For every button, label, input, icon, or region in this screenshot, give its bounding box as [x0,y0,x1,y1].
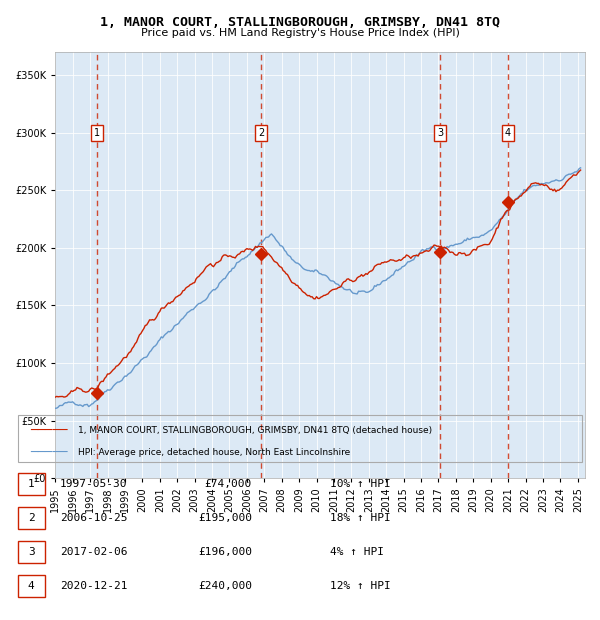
Text: 4% ↑ HPI: 4% ↑ HPI [330,547,384,557]
Text: 1: 1 [28,479,35,489]
Text: Price paid vs. HM Land Registry's House Price Index (HPI): Price paid vs. HM Land Registry's House … [140,28,460,38]
Text: 4: 4 [28,581,35,591]
Text: 2: 2 [28,513,35,523]
Text: 12% ↑ HPI: 12% ↑ HPI [330,581,391,591]
Text: ─────: ───── [30,425,67,437]
Text: 1, MANOR COURT, STALLINGBOROUGH, GRIMSBY, DN41 8TQ (detached house): 1, MANOR COURT, STALLINGBOROUGH, GRIMSBY… [78,427,432,435]
Text: 4: 4 [505,128,511,138]
Text: £74,000: £74,000 [205,479,252,489]
Text: £240,000: £240,000 [198,581,252,591]
Text: 3: 3 [437,128,443,138]
Text: 3: 3 [28,547,35,557]
Text: 18% ↑ HPI: 18% ↑ HPI [330,513,391,523]
Text: 1: 1 [94,128,100,138]
Text: 1, MANOR COURT, STALLINGBOROUGH, GRIMSBY, DN41 8TQ: 1, MANOR COURT, STALLINGBOROUGH, GRIMSBY… [100,16,500,29]
Text: 2: 2 [258,128,264,138]
Text: ─────: ───── [30,446,67,459]
Text: £196,000: £196,000 [198,547,252,557]
Text: HPI: Average price, detached house, North East Lincolnshire: HPI: Average price, detached house, Nort… [78,448,350,457]
Text: 2006-10-25: 2006-10-25 [60,513,128,523]
Text: 10% ↑ HPI: 10% ↑ HPI [330,479,391,489]
Text: 2017-02-06: 2017-02-06 [60,547,128,557]
Text: 2020-12-21: 2020-12-21 [60,581,128,591]
Text: £195,000: £195,000 [198,513,252,523]
Text: 1997-05-30: 1997-05-30 [60,479,128,489]
